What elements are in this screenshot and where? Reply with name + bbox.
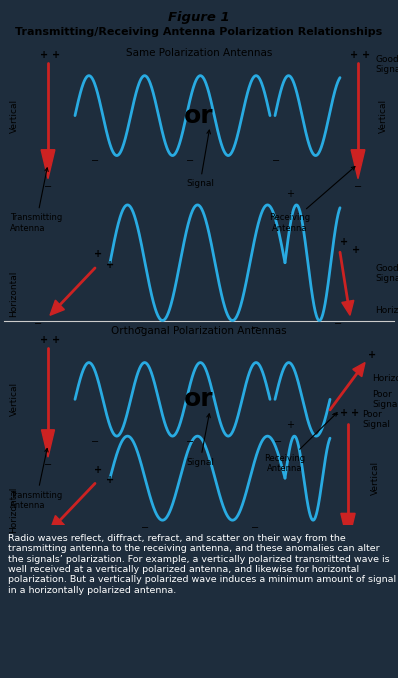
Text: Transmitting
Antenna: Transmitting Antenna [10, 168, 62, 233]
Text: −: − [334, 319, 342, 329]
Text: or: or [184, 104, 214, 127]
Text: Signal: Signal [186, 130, 214, 188]
Text: +: + [351, 408, 359, 418]
Text: −: − [274, 437, 282, 447]
Text: Transmitting
Antenna: Transmitting Antenna [10, 448, 62, 510]
Text: +: + [340, 408, 348, 418]
Text: Horizontal: Horizontal [10, 487, 18, 533]
Polygon shape [41, 430, 55, 457]
Text: −: − [136, 323, 144, 333]
Polygon shape [341, 513, 355, 543]
Text: −: − [91, 156, 99, 166]
Text: Figure 1: Figure 1 [168, 11, 230, 24]
Text: −: − [331, 410, 339, 420]
Text: +: + [94, 250, 102, 259]
Text: −: − [34, 319, 42, 329]
Text: −: − [354, 182, 362, 192]
Text: −: − [141, 523, 149, 533]
Text: +: + [40, 335, 48, 344]
Text: +: + [368, 351, 376, 360]
Text: Signal: Signal [186, 414, 214, 467]
Text: Poor
Signal: Poor Signal [362, 410, 390, 429]
Text: Receiving
Antenna: Receiving Antenna [264, 413, 337, 473]
Text: or: or [184, 387, 214, 412]
Polygon shape [50, 300, 64, 315]
Text: −: − [34, 534, 42, 544]
Text: Horizontal: Horizontal [375, 306, 398, 315]
Text: +: + [52, 50, 60, 60]
Text: Horizontal: Horizontal [10, 271, 18, 317]
Text: Vertical: Vertical [378, 98, 388, 133]
Text: +: + [362, 50, 370, 60]
Text: Radio waves reflect, diffract, refract, and scatter on their way from the transm: Radio waves reflect, diffract, refract, … [8, 534, 396, 595]
Text: Orthoganal Polarization Antennas: Orthoganal Polarization Antennas [111, 326, 287, 336]
Text: Good
Signal: Good Signal [375, 264, 398, 283]
Text: Vertical: Vertical [371, 461, 380, 495]
Text: +: + [94, 464, 102, 475]
Text: +: + [106, 475, 114, 485]
Text: −: − [344, 546, 352, 557]
Text: +: + [52, 335, 60, 344]
Text: Good
Signal: Good Signal [375, 55, 398, 74]
Text: −: − [272, 156, 280, 166]
Text: −: − [186, 437, 194, 447]
Polygon shape [50, 515, 64, 531]
Text: −: − [251, 523, 259, 533]
Text: −: − [91, 437, 99, 447]
Text: Vertical: Vertical [10, 98, 18, 133]
Polygon shape [351, 150, 365, 179]
Text: −: − [186, 156, 194, 166]
Text: +: + [286, 188, 294, 199]
Text: +: + [106, 260, 114, 270]
Text: Vertical: Vertical [10, 382, 18, 416]
Text: −: − [44, 460, 52, 471]
Text: +: + [352, 245, 360, 255]
Text: −: − [44, 182, 52, 192]
Polygon shape [353, 363, 365, 377]
Text: +: + [340, 237, 348, 247]
Polygon shape [342, 300, 354, 315]
Text: +: + [40, 50, 48, 60]
Text: −: − [251, 323, 259, 333]
Text: Transmitting/Receiving Antenna Polarization Relationships: Transmitting/Receiving Antenna Polarizat… [16, 27, 382, 37]
Text: Horizontal: Horizontal [372, 374, 398, 383]
Text: +: + [286, 420, 294, 430]
Text: Poor
Signal: Poor Signal [372, 390, 398, 409]
Text: Receiving
Antenna: Receiving Antenna [269, 167, 355, 233]
Polygon shape [41, 150, 55, 179]
Text: +: + [350, 50, 358, 60]
Text: Same Polarization Antennas: Same Polarization Antennas [126, 48, 272, 58]
